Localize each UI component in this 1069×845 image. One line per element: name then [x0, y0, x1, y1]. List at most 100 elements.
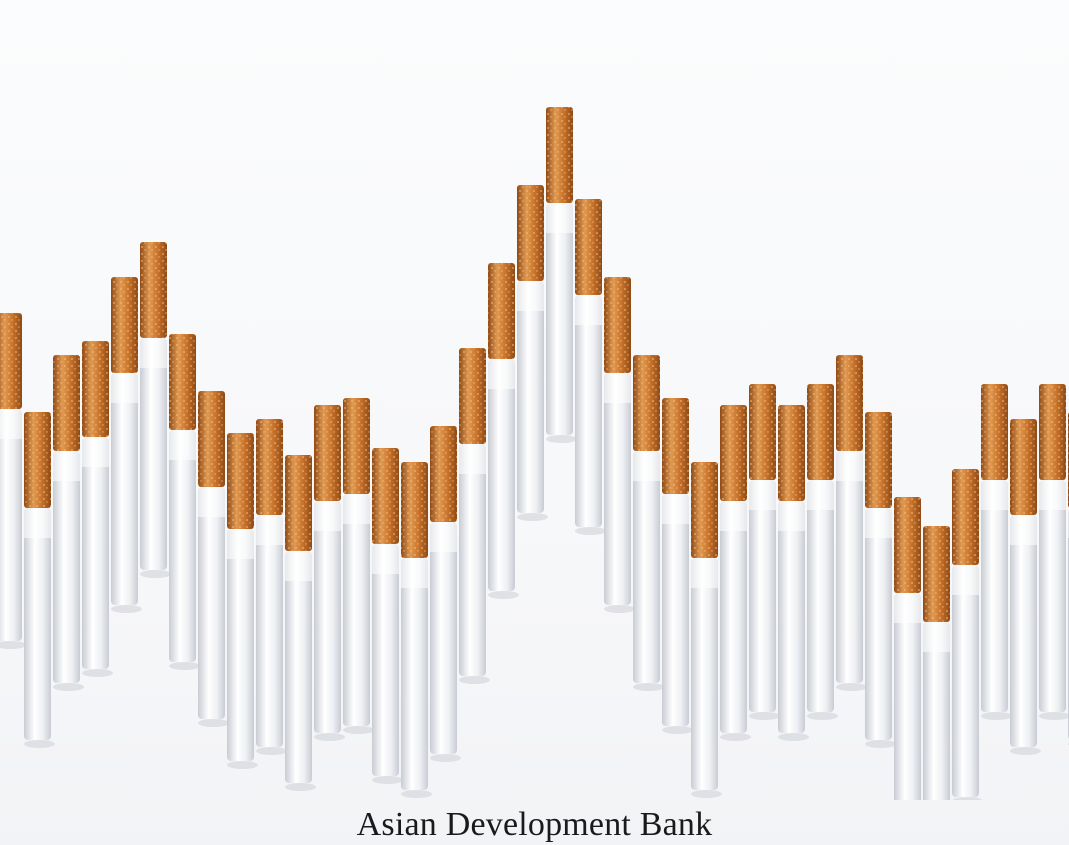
cigarette-paper: [604, 373, 631, 605]
cigarette-paper: [778, 501, 805, 733]
cigarette: [314, 405, 345, 741]
cigarette-filter-texture: [82, 341, 109, 437]
cigarette-filter-texture: [865, 412, 892, 508]
cigarette-band: [662, 494, 689, 524]
cigarette-band: [865, 508, 892, 538]
cigarette-filter-texture: [662, 398, 689, 494]
cigarette-band: [459, 444, 486, 474]
cigarette-filter-texture: [53, 355, 80, 451]
cigarette-shadow: [488, 591, 519, 599]
cigarette: [894, 497, 921, 800]
cigarette-band: [198, 487, 225, 517]
cigarette-paper: [836, 451, 863, 683]
cigarette-shadow: [662, 726, 693, 734]
cigarette-shadow: [343, 726, 374, 734]
cigarette: [256, 419, 287, 755]
cigarette-paper: [169, 430, 196, 662]
cigarette-band: [749, 480, 776, 510]
cigarette-filter-texture: [169, 334, 196, 430]
cigarette-paper: [1010, 515, 1037, 747]
cigarette-shadow: [314, 733, 345, 741]
cigarette-shadow: [981, 712, 1012, 720]
cigarette-shadow: [140, 570, 171, 578]
cigarette: [865, 412, 896, 748]
cigarette-paper: [430, 522, 457, 754]
cigarette-shadow: [0, 641, 26, 649]
cigarette-band: [1039, 480, 1066, 510]
cigarette-shadow: [517, 513, 548, 521]
cigarette: [169, 334, 200, 670]
cigarette-bar-chart-illustration: [0, 107, 1069, 800]
cigarette-filter-texture: [1010, 419, 1037, 515]
cigarette-band: [140, 338, 167, 368]
cigarette-filter-texture: [952, 469, 979, 565]
cigarette-paper: [952, 565, 979, 797]
cigarette-shadow: [836, 683, 867, 691]
cigarette: [981, 384, 1012, 720]
cigarette-band: [575, 295, 602, 325]
cigarette-filter-texture: [372, 448, 399, 544]
cigarette-filter-texture: [691, 462, 718, 558]
cigarette-paper: [1039, 480, 1066, 712]
cigarette-shadow: [807, 712, 838, 720]
cigarette-band: [1010, 515, 1037, 545]
cigarette-band: [169, 430, 196, 460]
cigarette: [459, 348, 490, 684]
cigarette: [430, 426, 461, 762]
cigarette: [952, 469, 983, 800]
cigarette-shadow: [778, 733, 809, 741]
cigarette-paper: [546, 203, 573, 435]
cigarette: [575, 199, 606, 535]
cigarette: [140, 242, 171, 578]
cigarette: [749, 384, 780, 720]
cigarette-band: [720, 501, 747, 531]
cigarette-band: [0, 409, 22, 439]
cigarette-shadow: [430, 754, 461, 762]
cigarette-band: [53, 451, 80, 481]
cigarette: [604, 277, 635, 613]
caption-text: Asian Development Bank: [356, 806, 713, 843]
cigarette: [488, 263, 519, 599]
cigarette-filter-texture: [459, 348, 486, 444]
cigarette-paper: [227, 529, 254, 761]
cigarette: [662, 398, 693, 734]
cigarette: [24, 412, 55, 748]
cigarette: [111, 277, 142, 613]
cigarette-filter-texture: [720, 405, 747, 501]
cigarette-shadow: [575, 527, 606, 535]
cigarette-shadow: [227, 761, 258, 769]
cigarette-paper: [865, 508, 892, 740]
cigarette-paper: [894, 593, 921, 800]
cigarette-filter-texture: [836, 355, 863, 451]
cigarette-band: [227, 529, 254, 559]
cigarette-filter-texture: [401, 462, 428, 558]
cigarette-filter-texture: [111, 277, 138, 373]
cigarette-band: [981, 480, 1008, 510]
cigarette-band: [343, 494, 370, 524]
cigarette-filter-texture: [343, 398, 370, 494]
cigarette-shadow: [372, 776, 403, 784]
cigarette-filter-texture: [488, 263, 515, 359]
cigarette-band: [111, 373, 138, 403]
cigarette: [720, 405, 751, 741]
cigarette-band: [778, 501, 805, 531]
cigarette-filter-texture: [894, 497, 921, 593]
cigarette-paper: [488, 359, 515, 591]
cigarette-shadow: [111, 605, 142, 613]
cigarette-paper: [343, 494, 370, 726]
cigarette-shadow: [720, 733, 751, 741]
cigarette-band: [256, 515, 283, 545]
cigarette-band: [546, 203, 573, 233]
cigarette-band: [633, 451, 660, 481]
cigarette-shadow: [53, 683, 84, 691]
cigarette: [343, 398, 374, 734]
cigarette-shadow: [865, 740, 896, 748]
cigarette-filter-texture: [314, 405, 341, 501]
cigarette-filter-texture: [285, 455, 312, 551]
cigarette-filter-texture: [575, 199, 602, 295]
cigarette-shadow: [633, 683, 664, 691]
cigarette-band: [488, 359, 515, 389]
cigarette-paper: [198, 487, 225, 719]
cigarette: [546, 107, 577, 443]
cigarette-filter-texture: [227, 433, 254, 529]
